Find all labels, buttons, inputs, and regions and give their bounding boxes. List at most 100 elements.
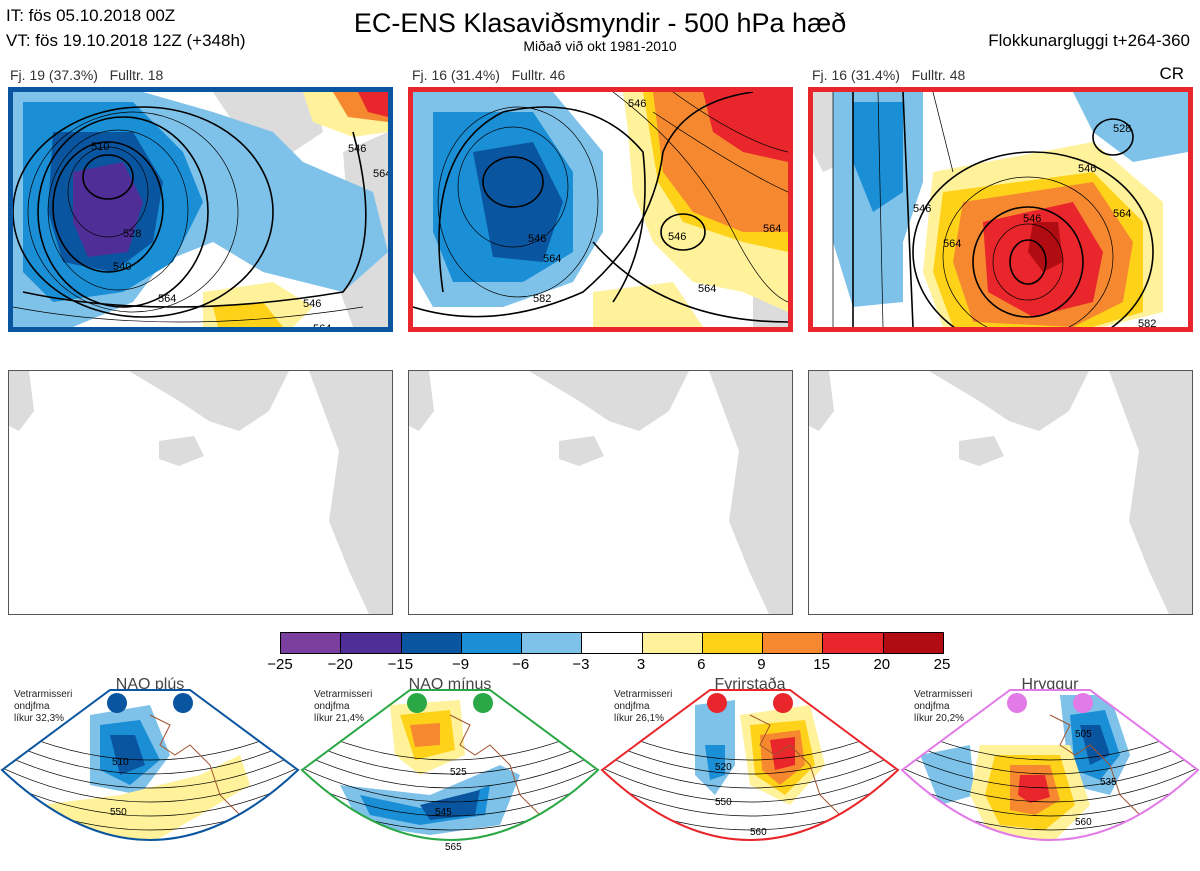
panel-3-label: Fj. 16 (31.4%) Fulltr. 48 <box>812 67 966 83</box>
init-time: IT: fös 05.10.2018 00Z <box>6 6 176 25</box>
colorbar-segment <box>281 633 341 653</box>
contour-label: 545 <box>435 807 452 818</box>
page-subtitle: Miðað við okt 1981-2010 <box>523 38 677 54</box>
contour-label: 505 <box>1075 729 1092 740</box>
regime-title: Fyrirstaða <box>714 676 786 693</box>
contour-label: 540 <box>113 261 131 273</box>
regime-fan-outline <box>0 689 300 841</box>
regime-description-line: Vetrarmisseri <box>14 689 73 700</box>
regime-title: NAO mínus <box>408 676 492 693</box>
contour-label: 560 <box>1075 817 1092 828</box>
colorbar-segment <box>521 633 582 653</box>
regime-description-line: ondjfma <box>14 701 50 712</box>
height-contour <box>902 766 1198 803</box>
regime-description-line: ondjfma <box>614 701 650 712</box>
regime-description: Vetrarmisseri ondjfma líkur 32,3% <box>14 689 72 725</box>
contour-label: 510 <box>112 757 129 768</box>
regime-map: 510 550 <box>0 689 300 841</box>
colorbar-tick-label: 15 <box>813 656 830 673</box>
page-title: EC-ENS Klasaviðsmyndir - 500 hPa hæð <box>353 8 847 38</box>
height-contour <box>302 752 598 789</box>
regime-description: Vetrarmisseri ondjfma líkur 20,2% <box>914 689 972 725</box>
regime-marker-dot <box>1073 693 1093 713</box>
height-contour <box>2 780 298 817</box>
regime-map: 520 550 560 <box>600 689 900 841</box>
height-contour <box>602 766 898 803</box>
colorbar-tick-label: −9 <box>451 656 470 673</box>
cr-label: CR <box>1159 64 1184 83</box>
regime-title: Hryggur <box>1021 676 1079 693</box>
regime-marker-dot <box>707 693 727 713</box>
colorbar-segment <box>460 633 522 653</box>
contour-label: 546 <box>348 143 366 155</box>
colorbar-segment <box>581 633 642 653</box>
regime-marker-dot <box>107 693 127 713</box>
regime-marker-dot <box>473 693 493 713</box>
height-contour <box>602 738 898 775</box>
contour-label: 564 <box>158 293 176 305</box>
contour-label: 550 <box>110 807 127 818</box>
regime-title: NAO plús <box>115 676 185 693</box>
colorbar-segment <box>762 633 823 653</box>
colorbar-tick-label: −3 <box>572 656 590 673</box>
height-contour <box>2 766 298 803</box>
colorbar-segment <box>400 633 461 653</box>
colorbar-segment <box>882 633 943 653</box>
cluster-map-2: 546 546 564 582 546 564 564 <box>408 87 793 332</box>
regime-marker-dot <box>773 693 793 713</box>
height-contour <box>902 752 1198 789</box>
contour-label: 546 <box>668 231 686 243</box>
regime-marker-dot <box>173 693 193 713</box>
cluster-map-3: 528 546 546 564 546 564 582 <box>808 87 1193 332</box>
empty-map-2 <box>408 370 793 615</box>
colorbar-segment <box>822 633 883 653</box>
colorbar-tick-label: 25 <box>933 656 951 673</box>
contour-label: 546 <box>303 298 321 310</box>
regime-description-line: líkur 21,4% <box>314 713 365 724</box>
colorbar-tick-label: −15 <box>387 656 414 673</box>
contour-label: 560 <box>750 827 767 838</box>
contour-label: 564 <box>1113 208 1131 220</box>
regime-fan-outline <box>600 689 900 841</box>
regime-map: 525 545 565 <box>300 689 600 853</box>
colorbar-tick-label: −20 <box>327 656 353 673</box>
height-contour <box>902 738 1198 775</box>
colorbar-segment <box>340 633 401 653</box>
regime-description-line: Vetrarmisseri <box>614 689 673 700</box>
contour-label: 546 <box>528 233 546 245</box>
regime-fan-outline <box>900 689 1200 841</box>
colorbar-segment <box>641 633 702 653</box>
contour-label: 564 <box>698 283 716 295</box>
regime-description-line: líkur 20,2% <box>914 713 965 724</box>
regime-description-line: Vetrarmisseri <box>314 689 373 700</box>
colorbar-tick-label: −6 <box>512 656 530 673</box>
anomaly-shading <box>1080 725 1110 765</box>
colorbar <box>280 632 944 654</box>
panel-1-label: Fj. 19 (37.3%) Fulltr. 18 <box>10 67 164 83</box>
regime-map: 505 535 560 <box>900 689 1200 841</box>
contour-label: 564 <box>373 168 388 180</box>
colorbar-segment <box>701 633 763 653</box>
contour-label: 582 <box>533 293 551 305</box>
regime-marker-dot <box>407 693 427 713</box>
height-contour <box>602 780 898 817</box>
regime-description-line: ondjfma <box>314 701 350 712</box>
contour-label: 546 <box>628 98 646 110</box>
contour-label: 528 <box>123 228 141 240</box>
height-contour <box>602 752 898 789</box>
regime-description-line: líkur 32,3% <box>14 713 65 724</box>
height-contour <box>302 738 598 775</box>
contour-label: 520 <box>715 762 732 773</box>
colorbar-tick-label: 3 <box>636 656 646 673</box>
height-contour <box>302 780 598 817</box>
anomaly-shading <box>410 723 440 747</box>
height-contour <box>2 752 298 789</box>
colorbar-tick-label: −25 <box>267 656 293 673</box>
anomaly-shading <box>110 735 145 775</box>
contour-label: 525 <box>450 767 467 778</box>
regime-description-line: líkur 26,1% <box>614 713 665 724</box>
colorbar-tick-label: 20 <box>873 656 891 673</box>
colorbar-tick-label: 6 <box>697 656 706 673</box>
height-contour <box>302 766 598 803</box>
regime-description: Vetrarmisseri ondjfma líkur 21,4% <box>314 689 372 725</box>
